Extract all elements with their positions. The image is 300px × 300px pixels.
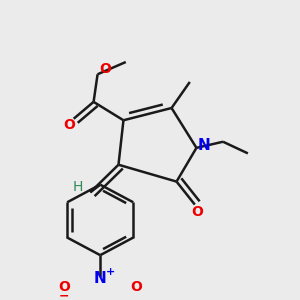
Text: H: H bbox=[73, 180, 83, 194]
Text: +: + bbox=[106, 267, 115, 277]
Text: O: O bbox=[130, 280, 142, 294]
Text: O: O bbox=[58, 280, 70, 294]
Text: N: N bbox=[197, 138, 210, 153]
Text: −: − bbox=[59, 290, 70, 300]
Text: O: O bbox=[63, 118, 75, 133]
Text: O: O bbox=[191, 205, 203, 219]
Text: N: N bbox=[94, 271, 106, 286]
Text: O: O bbox=[99, 62, 111, 76]
